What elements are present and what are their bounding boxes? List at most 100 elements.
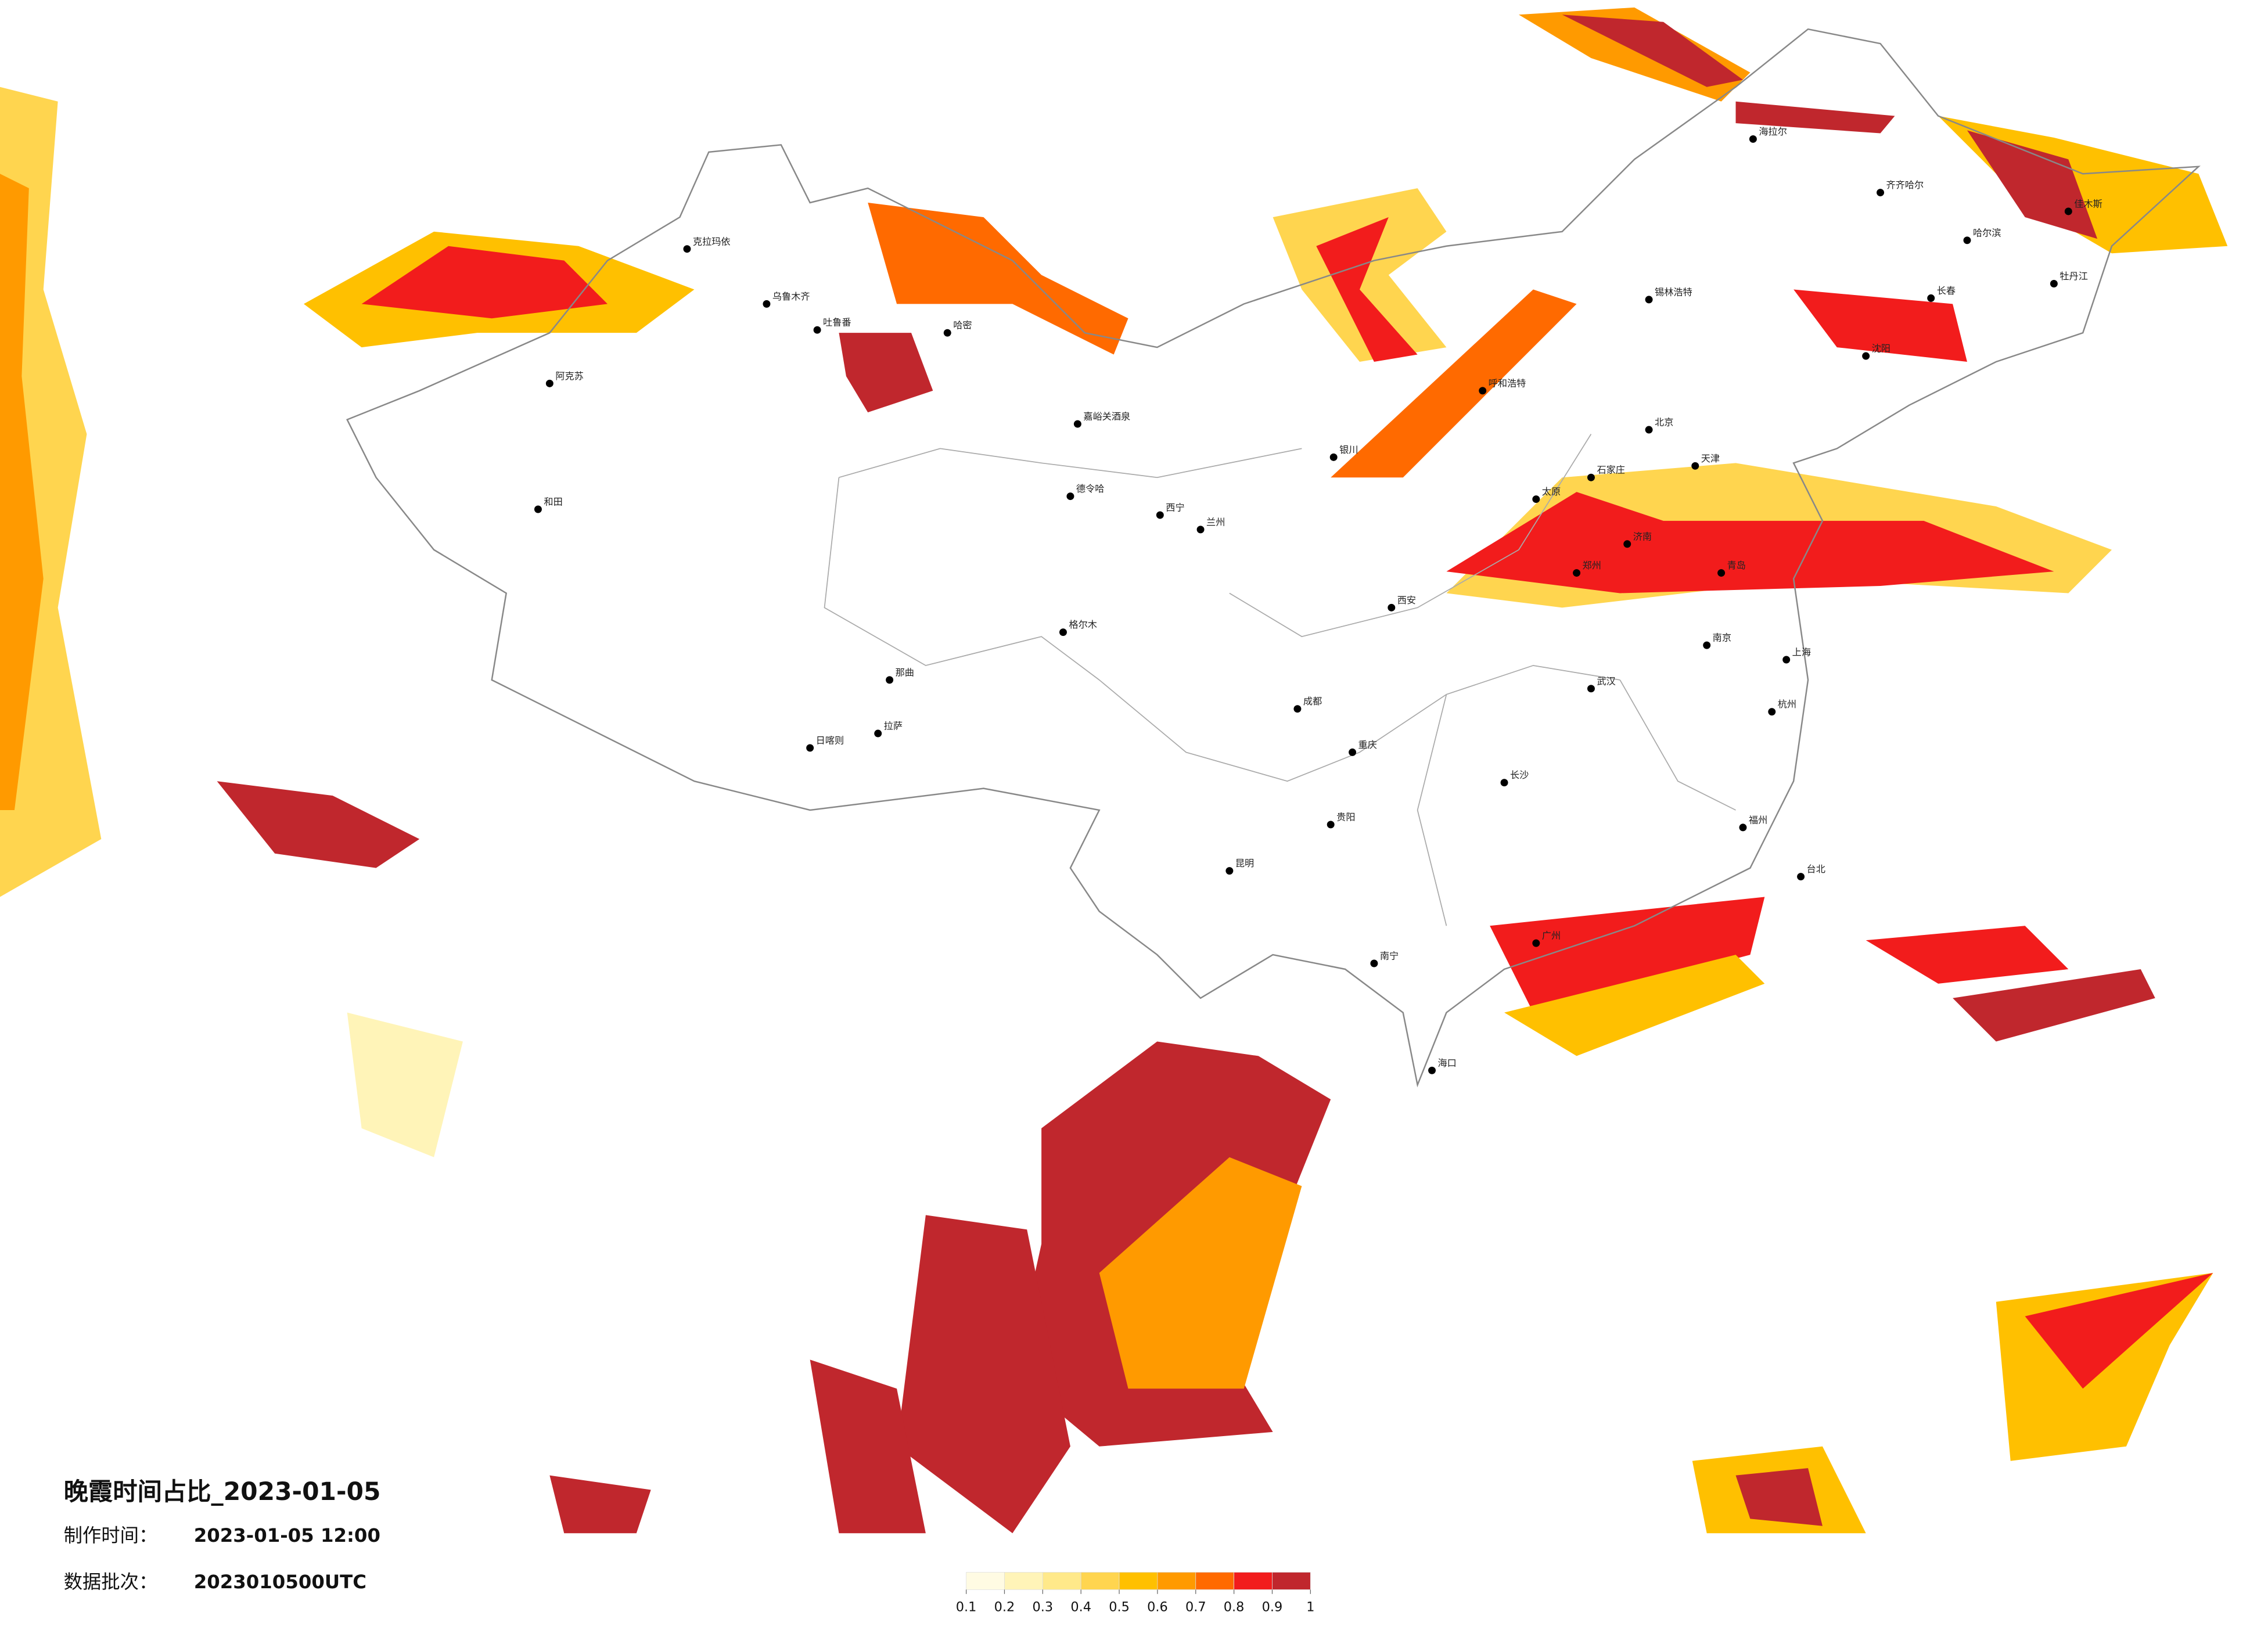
city-label: 哈尔滨	[1973, 227, 2001, 238]
city-label: 格尔木	[1069, 619, 1097, 630]
sunset-field	[0, 7, 2228, 1534]
field-area	[347, 1012, 463, 1157]
colorbar-swatch	[1195, 1572, 1234, 1590]
city-label: 贵阳	[1336, 811, 1355, 822]
city-label: 沈阳	[1872, 343, 1890, 354]
city-dot	[813, 326, 821, 334]
field-area	[1316, 217, 1418, 362]
colorbar-swatch	[1080, 1572, 1120, 1590]
city-dot	[1877, 189, 1885, 197]
city-dot	[2064, 207, 2072, 215]
city-dot	[886, 676, 894, 684]
city-label: 昆明	[1235, 858, 1254, 869]
field-area	[1953, 969, 2155, 1042]
city-dot	[683, 245, 691, 253]
colorbar-tick-label: 0.1	[956, 1600, 977, 1615]
city-dot	[2050, 280, 2058, 287]
colorbar-swatch	[1119, 1572, 1158, 1590]
colorbar-swatch	[1234, 1572, 1273, 1590]
city-label: 兰州	[1206, 516, 1225, 527]
city-dot	[1225, 867, 1234, 875]
colorbar: 0.1 0.2 0.3 0.4 0.5 0.6 0.7 0.8 0.9 1	[956, 1572, 1314, 1615]
city-dot	[1691, 462, 1699, 470]
city-label: 南京	[1713, 632, 1731, 643]
city-label: 上海	[1792, 647, 1811, 658]
colorbar-tick-label: 0.2	[994, 1600, 1015, 1615]
city-dot	[1717, 569, 1726, 577]
field-area	[897, 1215, 1070, 1534]
field-area	[1504, 955, 1765, 1056]
city-label: 杭州	[1778, 699, 1796, 710]
city-dot	[1749, 135, 1757, 143]
city-dot	[1532, 939, 1540, 947]
city-dot	[1782, 656, 1791, 664]
city-dot	[534, 505, 542, 513]
batch-value: 2023010500UTC	[194, 1571, 366, 1593]
city-dot	[1645, 296, 1653, 304]
field-area	[1562, 15, 1743, 87]
field-area	[549, 1475, 651, 1534]
city-dot	[1388, 603, 1396, 611]
city-dot	[1479, 387, 1487, 395]
city-dot	[1066, 492, 1074, 501]
field-area	[1735, 101, 1895, 134]
city-label: 拉萨	[884, 721, 903, 732]
field-area	[810, 1359, 926, 1534]
city-label: 广州	[1542, 930, 1561, 941]
city-label: 福州	[1749, 814, 1767, 825]
city-label: 牡丹江	[2059, 271, 2088, 282]
city-label: 日喀则	[816, 735, 844, 746]
city-dot	[1963, 236, 1971, 244]
city-label: 和田	[544, 497, 562, 508]
city-dot	[874, 729, 882, 738]
field-area	[839, 333, 933, 413]
city-label: 青岛	[1727, 560, 1746, 571]
colorbar-swatch	[1157, 1572, 1196, 1590]
city-dot	[1768, 708, 1776, 716]
city-label: 齐齐哈尔	[1886, 179, 1924, 190]
field-area	[0, 174, 44, 811]
city-label: 乌鲁木齐	[772, 291, 810, 302]
city-dot	[1739, 823, 1747, 832]
colorbar-tick-label: 0.4	[1070, 1600, 1091, 1615]
city-dot	[943, 329, 951, 337]
colorbar-tick-label: 0.5	[1109, 1600, 1130, 1615]
field-area	[1866, 926, 2069, 984]
colorbar-swatch	[1042, 1572, 1081, 1590]
colorbar-tick-label: 1	[1306, 1600, 1314, 1615]
field-area	[1793, 289, 1967, 362]
colorbar-tick-label: 0.7	[1185, 1600, 1206, 1615]
city-dot	[1703, 641, 1711, 649]
city-label: 哈密	[953, 320, 972, 331]
field-area	[2025, 1272, 2213, 1389]
city-dot	[1428, 1066, 1436, 1074]
city-label: 佳木斯	[2074, 199, 2102, 210]
city-dot	[1327, 821, 1335, 829]
city-dot	[1797, 873, 1805, 881]
field-area	[1331, 289, 1577, 478]
city-label: 那曲	[896, 667, 914, 678]
field-area	[361, 246, 608, 319]
city-label: 吐鲁番	[823, 317, 851, 328]
city-dot	[763, 300, 771, 308]
city-label: 克拉玛依	[693, 236, 731, 247]
field-area	[1446, 492, 2054, 593]
city-label: 德令哈	[1076, 483, 1105, 494]
city-dot	[1156, 511, 1164, 519]
map-title: 晚霞时间占比_2023-01-05	[64, 1477, 381, 1506]
city-label: 嘉峪关酒泉	[1083, 411, 1130, 422]
colorbar-swatch	[1004, 1572, 1043, 1590]
city-label: 重庆	[1358, 739, 1377, 750]
batch-label: 数据批次：	[64, 1571, 158, 1593]
city-label: 南宁	[1380, 951, 1399, 962]
city-label: 长沙	[1510, 769, 1529, 780]
city-dot	[1500, 779, 1508, 787]
colorbar-tick-label: 0.9	[1262, 1600, 1283, 1615]
city-label: 石家庄	[1597, 465, 1625, 476]
made-time-label: 制作时间：	[64, 1524, 158, 1546]
city-label: 海拉尔	[1759, 126, 1787, 137]
city-label: 阿克苏	[555, 370, 584, 382]
city-label: 海口	[1437, 1057, 1456, 1069]
